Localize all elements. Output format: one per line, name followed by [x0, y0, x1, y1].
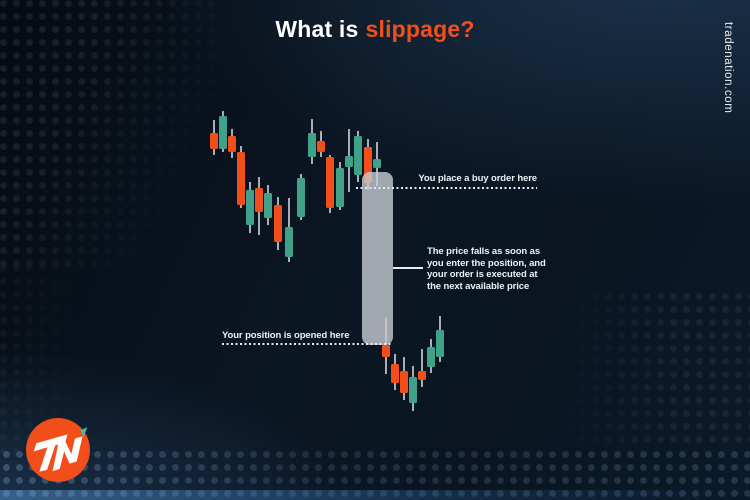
candle-body-up: [427, 347, 435, 367]
candle-body-down: [382, 345, 390, 357]
page-title: What is slippage?: [0, 16, 750, 43]
buy-order-line: [356, 187, 537, 189]
candle-body-down: [364, 147, 372, 183]
candle-body-up: [246, 190, 254, 225]
bottom-accent-bar: [0, 490, 750, 500]
candle-body-up: [373, 159, 381, 168]
page-title-prefix: What is: [275, 16, 359, 42]
trade-nation-logo: [26, 418, 90, 482]
candle-body-up: [354, 136, 362, 175]
slippage-highlight-box: [362, 172, 393, 345]
candle-body-down: [210, 133, 218, 149]
logo-accent-triangle: [80, 427, 88, 438]
candle-body-down: [237, 152, 245, 205]
candle-body-down: [228, 136, 236, 152]
candle-wick: [421, 349, 423, 387]
candle-body-up: [219, 116, 227, 149]
explanation-connector-line: [393, 267, 423, 269]
candle-body-up: [345, 156, 353, 167]
candle-body-down: [418, 371, 426, 380]
candle-body-up: [264, 193, 272, 218]
candle-body-down: [326, 157, 334, 208]
position-opened-line: [222, 343, 393, 345]
candle-body-up: [436, 330, 444, 357]
logo-letter-n: [52, 436, 83, 472]
candle-body-up: [409, 377, 417, 403]
page-title-highlight: slippage?: [365, 16, 475, 42]
position-opened-label: Your position is opened here: [222, 330, 350, 341]
candle-body-up: [336, 168, 344, 207]
candle-body-down: [255, 188, 263, 212]
slippage-explanation-text: The price falls as soon as you enter the…: [427, 246, 546, 293]
candle-body-up: [285, 227, 293, 257]
buy-order-label: You place a buy order here: [418, 173, 537, 184]
watermark-url: tradenation.com: [722, 22, 734, 114]
candle-body-down: [391, 364, 399, 383]
candle-body-up: [297, 178, 305, 217]
candle-body-down: [274, 205, 282, 242]
candle-body-up: [308, 133, 316, 157]
candle-body-down: [317, 141, 325, 152]
candle-body-down: [400, 371, 408, 393]
